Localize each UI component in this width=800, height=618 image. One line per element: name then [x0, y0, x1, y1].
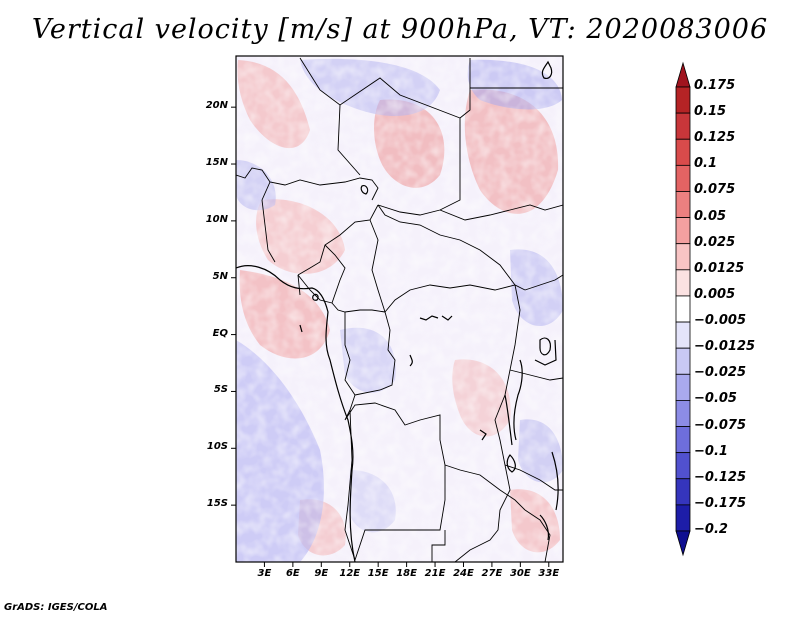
- colorbar-label: −0.2: [694, 522, 728, 537]
- y-tick-label-eq: EQ: [212, 327, 228, 339]
- colorbar-label: −0.05: [694, 391, 737, 407]
- colorbar-segment: [675, 347, 691, 375]
- colorbar-segment: [675, 243, 691, 271]
- field-noise-texture: [236, 56, 563, 562]
- colorbar-label: −0.125: [694, 469, 747, 485]
- y-axis-ticks: [231, 106, 236, 506]
- colorbar-label: −0.075: [694, 417, 747, 433]
- colorbar-label: 0.0125: [694, 260, 745, 276]
- colorbar-label: −0.0125: [694, 339, 756, 355]
- colorbar-segment: [675, 452, 691, 480]
- x-tick-label-30e: 30E: [509, 568, 531, 579]
- y-tick-label-20n: 20N: [205, 100, 228, 112]
- x-tick-label-21e: 21E: [424, 568, 446, 579]
- colorbar-label: −0.025: [694, 365, 747, 381]
- y-tick-label-10s: 10S: [206, 441, 228, 453]
- colorbar-segment: [675, 138, 691, 166]
- coastlines: [236, 60, 559, 562]
- x-tick-label-15e: 15E: [367, 568, 389, 579]
- colorbar-label: −0.005: [694, 313, 747, 329]
- colorbar-segment: [675, 400, 691, 427]
- y-tick-label-5s: 5S: [213, 384, 228, 396]
- colorbar-segment: [675, 164, 691, 192]
- x-tick-label-9e: 9E: [314, 568, 329, 579]
- y-tick-label-5n: 5N: [212, 270, 228, 282]
- x-tick-label-18e: 18E: [396, 568, 417, 579]
- colorbar: [675, 61, 691, 557]
- y-tick-label-15s: 15S: [206, 498, 228, 510]
- colorbar-segment: [675, 217, 691, 245]
- colorbar-segment: [675, 86, 691, 114]
- colorbar-segment: [675, 269, 691, 297]
- colorbar-segment: [675, 295, 691, 323]
- colorbar-label: −0.1: [694, 443, 728, 459]
- colorbar-label: 0.005: [694, 286, 736, 302]
- colorbar-segment: [675, 426, 691, 454]
- x-tick-label-3e: 3E: [257, 568, 272, 579]
- y-tick-label-15n: 15N: [205, 157, 228, 169]
- colorbar-label: 0.125: [694, 130, 736, 146]
- x-tick-label-33e: 33E: [538, 568, 560, 579]
- colorbar-top-arrow: [675, 61, 691, 88]
- x-tick-label-6e: 6E: [285, 568, 300, 579]
- colorbar-label: 0.05: [694, 208, 727, 224]
- colorbar-label: 0.1: [694, 156, 718, 172]
- colorbar-segment: [675, 112, 691, 140]
- colorbar-segment: [675, 504, 691, 532]
- colorbar-bottom-arrow: [675, 530, 691, 557]
- x-tick-label-24e: 24E: [453, 568, 474, 579]
- x-tick-label-27e: 27E: [481, 568, 503, 579]
- colorbar-segment: [675, 321, 691, 349]
- colorbar-label: 0.15: [694, 104, 727, 120]
- grads-credit: GrADS: IGES/COLA: [4, 602, 108, 613]
- colorbar-label: 0.025: [694, 234, 736, 250]
- map-frame: [235, 55, 564, 563]
- colorbar-segment: [675, 478, 691, 506]
- colorbar-label: −0.175: [694, 495, 747, 511]
- colorbar-segment: [675, 191, 691, 218]
- plot-title: Vertical velocity [m/s] at 900hPa, VT: 2…: [31, 14, 769, 45]
- colorbar-segment: [675, 373, 691, 401]
- colorbar-label: 0.175: [694, 78, 736, 93]
- x-axis-ticks: [263, 562, 550, 567]
- x-tick-label-12e: 12E: [339, 568, 361, 579]
- velocity-field: [236, 56, 563, 562]
- colorbar-label: 0.075: [694, 182, 736, 198]
- y-tick-label-10n: 10N: [205, 213, 228, 225]
